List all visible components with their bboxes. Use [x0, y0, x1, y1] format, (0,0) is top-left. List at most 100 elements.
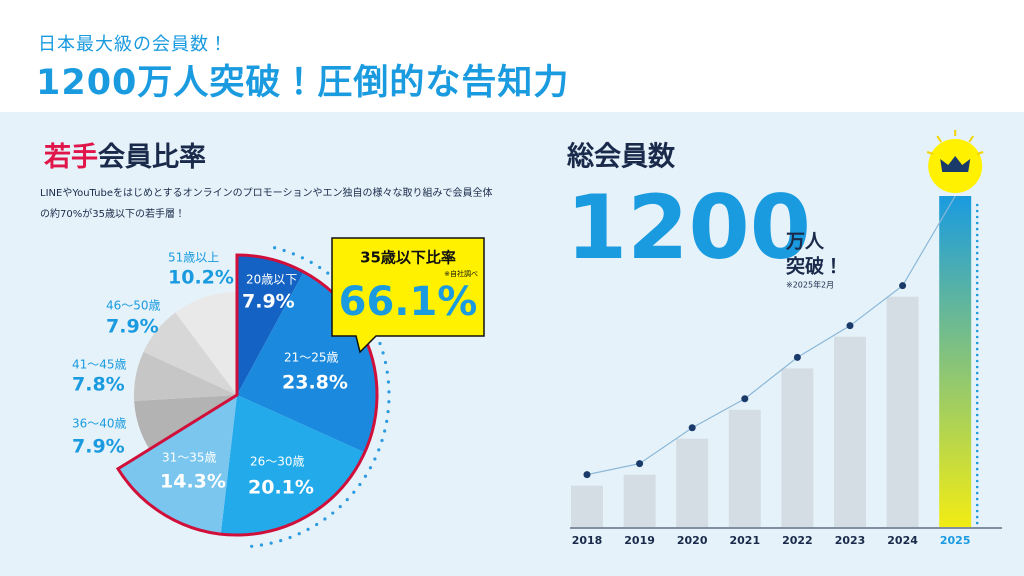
trend-marker [583, 471, 591, 479]
decor-dot [975, 311, 979, 315]
bar [571, 485, 603, 527]
bar [676, 438, 709, 527]
decor-dot [345, 498, 349, 502]
decor-dot [975, 509, 979, 513]
trend-marker [688, 424, 696, 432]
decor-dot [352, 490, 356, 494]
headline-unit: 突破！ [786, 255, 843, 278]
x-tick-label: 2024 [887, 534, 918, 547]
crown-ray [926, 151, 934, 155]
decor-dot [975, 239, 979, 243]
highlight-outline [115, 253, 379, 537]
slice-value: 7.9% [72, 436, 125, 458]
decor-dot [288, 535, 292, 540]
decor-dot [975, 389, 979, 393]
x-tick-label: 2020 [677, 534, 708, 547]
headline-unit: 万人 [785, 231, 825, 253]
pie-slice [134, 351, 237, 401]
subtitle: 日本最大級の会員数！ [38, 34, 228, 55]
decor-dot [377, 448, 381, 452]
decor-dot [975, 359, 979, 363]
decor-dot [383, 429, 387, 433]
slice-value: 10.2% [168, 267, 234, 289]
decor-dot [975, 251, 979, 255]
slice-value: 20.1% [248, 477, 314, 499]
title: 1200万人突破！圧倒的な告知力 [36, 63, 570, 103]
decor-dot [975, 383, 979, 387]
decor-dot [975, 473, 979, 477]
decor-dot [378, 341, 382, 346]
slice-label: 26～30歳 [250, 455, 305, 469]
decor-dot [975, 347, 979, 351]
description-line: の約70%が35歳以下の若手層！ [40, 209, 185, 220]
decor-dot [975, 353, 979, 357]
slice-value: 7.9% [106, 316, 159, 338]
decor-dot [975, 479, 979, 483]
bar [834, 336, 866, 527]
decor-dot [975, 377, 979, 381]
decor-dot [975, 455, 979, 459]
decor-dot [387, 400, 391, 404]
decor-dot [975, 329, 979, 333]
decor-dot [975, 275, 979, 279]
description-line: LINEやYouTubeをはじめとするオンラインのプロモーションやエン独自の様々… [40, 188, 493, 199]
decor-dot [326, 271, 330, 275]
decor-dot [300, 256, 305, 260]
decor-dot [306, 527, 310, 531]
decor-dot [323, 517, 327, 521]
slice-label: 51歳以上 [168, 251, 219, 265]
decor-dot [385, 370, 389, 374]
callout-note: ※自社調べ [444, 269, 478, 278]
decor-dot [975, 503, 979, 507]
decor-dot [975, 401, 979, 405]
decor-dot [975, 227, 979, 231]
decor-dot [279, 538, 283, 543]
decor-dot [309, 260, 313, 264]
decor-dot [975, 203, 979, 207]
x-tick-label: 2018 [572, 534, 603, 547]
callout-value: 66.1% [339, 279, 478, 325]
decor-dot [297, 532, 301, 536]
decor-dot [269, 541, 273, 545]
trend-marker [741, 395, 749, 403]
slice-label: 41～45歳 [72, 358, 127, 372]
decor-dot [975, 395, 979, 399]
decor-dot [385, 419, 389, 423]
note: ※2025年2月 [786, 280, 834, 290]
decor-dot [975, 293, 979, 297]
slice-label: 20歳以下 [246, 273, 297, 287]
pie-slice [134, 395, 237, 450]
decor-dot [975, 263, 979, 267]
decor-dot [975, 221, 979, 225]
decor-dot [975, 257, 979, 261]
decor-dot [358, 482, 362, 487]
decor-dot [975, 335, 979, 339]
bar [728, 409, 761, 527]
slice-label: 46～50歳 [106, 299, 161, 313]
decor-dot [380, 438, 384, 443]
bar [781, 368, 814, 527]
decor-dot [386, 409, 390, 414]
slice-value: 23.8% [282, 372, 348, 394]
decor-dot [975, 407, 979, 411]
trend-marker [846, 322, 854, 330]
slice-label: 36～40歳 [72, 417, 127, 431]
decor-dot [975, 419, 979, 423]
decor-dot [363, 474, 368, 478]
decor-dot [975, 443, 979, 447]
decor-dot [975, 341, 979, 345]
decor-dot [975, 485, 979, 489]
decor-dot [975, 491, 979, 495]
decor-dot [282, 248, 286, 253]
bar [886, 296, 919, 527]
crown-ray [968, 135, 975, 143]
decor-dot [975, 281, 979, 285]
trend-marker [899, 282, 907, 290]
trend-marker [793, 353, 801, 361]
decor-dot [975, 209, 979, 213]
pie-slice [143, 312, 237, 395]
crown-ray [976, 151, 984, 155]
slice-value: 14.3% [160, 471, 226, 493]
pie-title-rest: 会員比率 [98, 142, 206, 173]
